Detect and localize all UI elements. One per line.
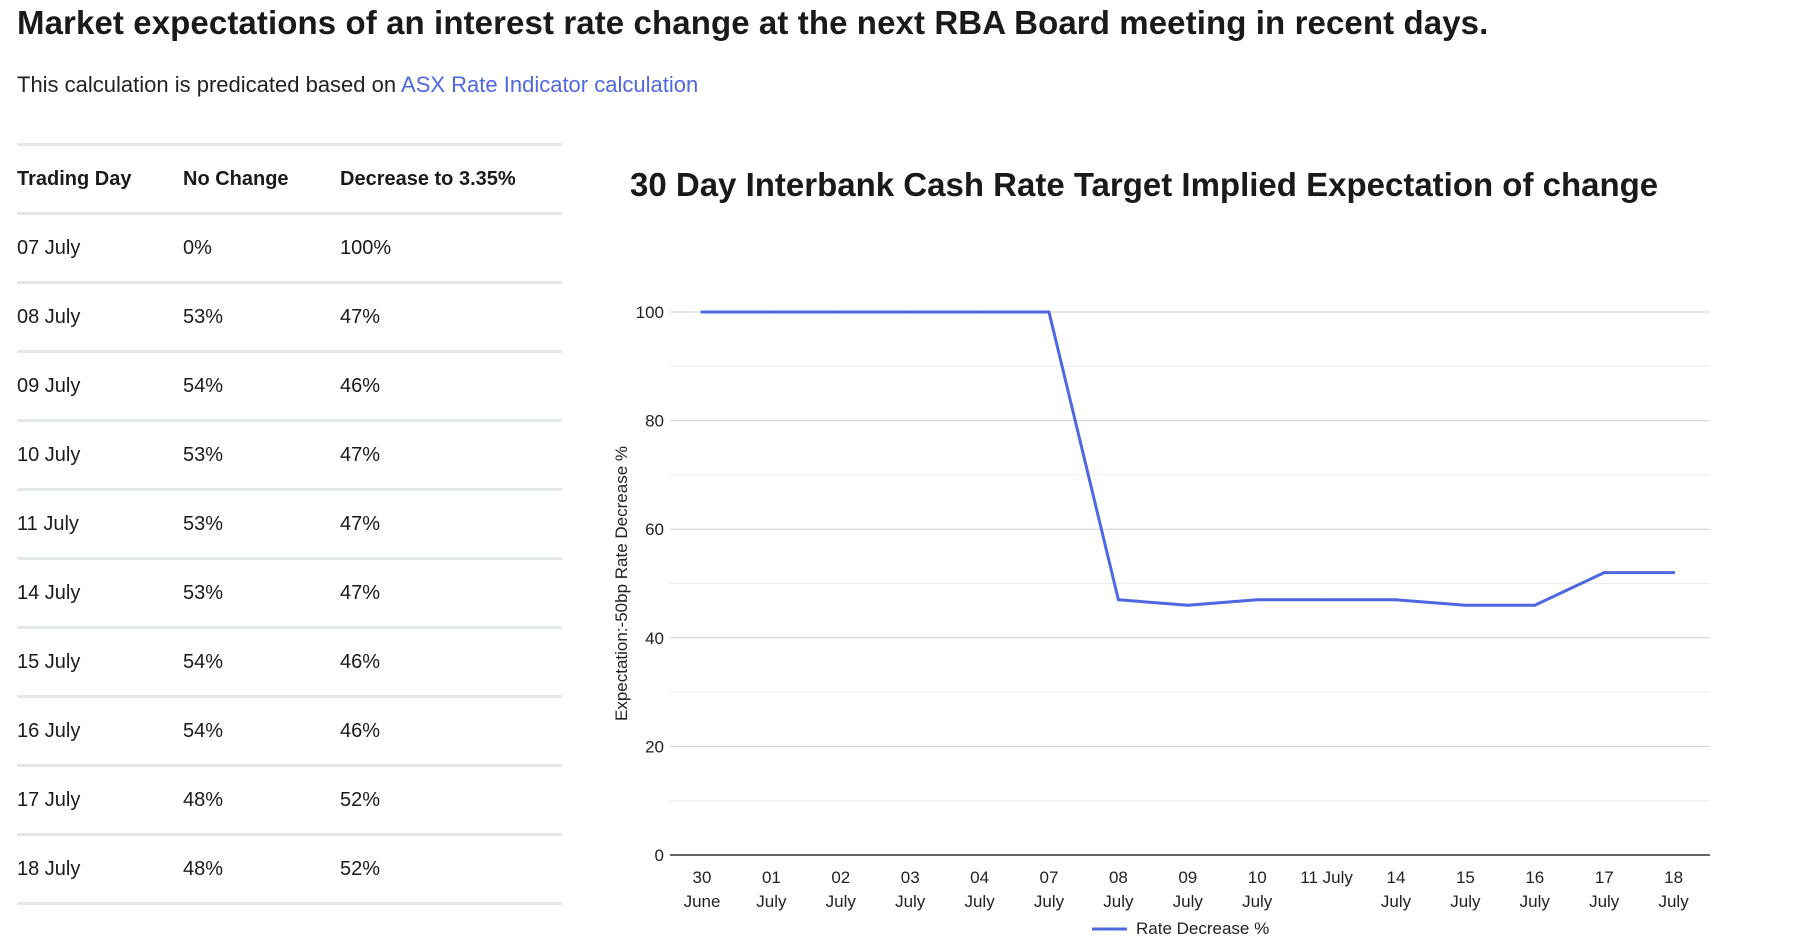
x-tick-label: 03 July bbox=[895, 868, 926, 911]
data-point bbox=[1325, 598, 1329, 602]
table-row: 07 July 0% 100% bbox=[17, 213, 562, 284]
cell-trading-day: 09 July bbox=[17, 351, 183, 422]
table-row: 17 July 48% 52% bbox=[17, 765, 562, 836]
cell-no-change: 0% bbox=[183, 213, 340, 284]
x-tick-label: 01 July bbox=[756, 868, 787, 911]
subtitle: This calculation is predicated based on … bbox=[17, 72, 698, 98]
data-point bbox=[908, 310, 912, 314]
table-row: 18 July 48% 52% bbox=[17, 834, 562, 905]
cell-decrease: 52% bbox=[340, 834, 562, 905]
cell-no-change: 53% bbox=[183, 282, 340, 353]
data-point bbox=[1672, 571, 1676, 575]
cell-no-change: 53% bbox=[183, 489, 340, 560]
y-tick-label: 20 bbox=[645, 737, 664, 756]
data-point bbox=[1186, 603, 1190, 607]
data-point bbox=[1394, 598, 1398, 602]
cell-decrease: 47% bbox=[340, 420, 562, 491]
table-row: 15 July 54% 46% bbox=[17, 627, 562, 698]
x-tick-label: 04 July bbox=[964, 868, 995, 911]
y-axis-title: Expectation:-50bp Rate Decrease % bbox=[612, 446, 631, 721]
column-header-trading-day: Trading Day bbox=[17, 144, 183, 215]
series-line bbox=[700, 310, 1676, 607]
data-point bbox=[1255, 598, 1259, 602]
y-tick-label: 0 bbox=[655, 846, 664, 865]
y-tick-label: 40 bbox=[645, 629, 664, 648]
cell-decrease: 100% bbox=[340, 213, 562, 284]
cell-no-change: 53% bbox=[183, 558, 340, 629]
cell-decrease: 47% bbox=[340, 489, 562, 560]
data-point bbox=[769, 310, 773, 314]
x-tick-label: 14 July bbox=[1381, 868, 1412, 911]
x-tick-label: 07 July bbox=[1034, 868, 1065, 911]
cell-trading-day: 11 July bbox=[17, 489, 183, 560]
legend-label: Rate Decrease % bbox=[1136, 919, 1269, 938]
data-point bbox=[1116, 598, 1120, 602]
cell-trading-day: 10 July bbox=[17, 420, 183, 491]
x-tick-label: 15 July bbox=[1450, 868, 1481, 911]
y-tick-label: 100 bbox=[636, 303, 664, 322]
table-row: 16 July 54% 46% bbox=[17, 696, 562, 767]
table-row: 10 July 53% 47% bbox=[17, 420, 562, 491]
data-point bbox=[978, 310, 982, 314]
data-point bbox=[1463, 603, 1467, 607]
cell-no-change: 48% bbox=[183, 765, 340, 836]
cell-decrease: 46% bbox=[340, 696, 562, 767]
cell-decrease: 52% bbox=[340, 765, 562, 836]
data-point bbox=[1602, 571, 1606, 575]
table-header-row: Trading Day No Change Decrease to 3.35% bbox=[17, 144, 562, 215]
cell-trading-day: 18 July bbox=[17, 834, 183, 905]
column-header-decrease: Decrease to 3.35% bbox=[340, 144, 562, 215]
chart-title: 30 Day Interbank Cash Rate Target Implie… bbox=[630, 166, 1659, 203]
data-point bbox=[700, 310, 704, 314]
cell-trading-day: 08 July bbox=[17, 282, 183, 353]
asx-rate-indicator-link[interactable]: ASX Rate Indicator calculation bbox=[401, 72, 699, 97]
x-tick-label: 11 July bbox=[1300, 868, 1353, 887]
cell-trading-day: 14 July bbox=[17, 558, 183, 629]
table-row: 14 July 53% 47% bbox=[17, 558, 562, 629]
cell-no-change: 54% bbox=[183, 627, 340, 698]
x-tick-label: 10 July bbox=[1242, 868, 1273, 911]
cell-no-change: 54% bbox=[183, 351, 340, 422]
x-tick-label: 08 July bbox=[1103, 868, 1134, 911]
table-row: 08 July 53% 47% bbox=[17, 282, 562, 353]
cell-trading-day: 17 July bbox=[17, 765, 183, 836]
data-point bbox=[1533, 603, 1537, 607]
cell-decrease: 47% bbox=[340, 558, 562, 629]
page-title: Market expectations of an interest rate … bbox=[17, 4, 1489, 41]
cell-no-change: 53% bbox=[183, 420, 340, 491]
x-tick-label: 09 July bbox=[1173, 868, 1204, 911]
x-tick-label: 16 July bbox=[1520, 868, 1551, 911]
cell-trading-day: 15 July bbox=[17, 627, 183, 698]
cell-decrease: 46% bbox=[340, 627, 562, 698]
y-tick-label: 60 bbox=[645, 520, 664, 539]
cell-decrease: 47% bbox=[340, 282, 562, 353]
column-header-no-change: No Change bbox=[183, 144, 340, 215]
x-tick-label: 02 July bbox=[826, 868, 857, 911]
x-tick-label: 17 July bbox=[1589, 868, 1620, 911]
table-row: 09 July 54% 46% bbox=[17, 351, 562, 422]
cell-decrease: 46% bbox=[340, 351, 562, 422]
cell-no-change: 48% bbox=[183, 834, 340, 905]
x-tick-label: 18 July bbox=[1658, 868, 1689, 911]
cell-trading-day: 07 July bbox=[17, 213, 183, 284]
subtitle-text: This calculation is predicated based on bbox=[17, 72, 402, 97]
cell-trading-day: 16 July bbox=[17, 696, 183, 767]
table-row: 11 July 53% 47% bbox=[17, 489, 562, 560]
x-tick-label: 30 June bbox=[684, 868, 721, 911]
data-point bbox=[1047, 310, 1051, 314]
data-point bbox=[839, 310, 843, 314]
expectations-table: Trading Day No Change Decrease to 3.35% … bbox=[17, 143, 562, 905]
y-tick-label: 80 bbox=[645, 412, 664, 431]
cell-no-change: 54% bbox=[183, 696, 340, 767]
